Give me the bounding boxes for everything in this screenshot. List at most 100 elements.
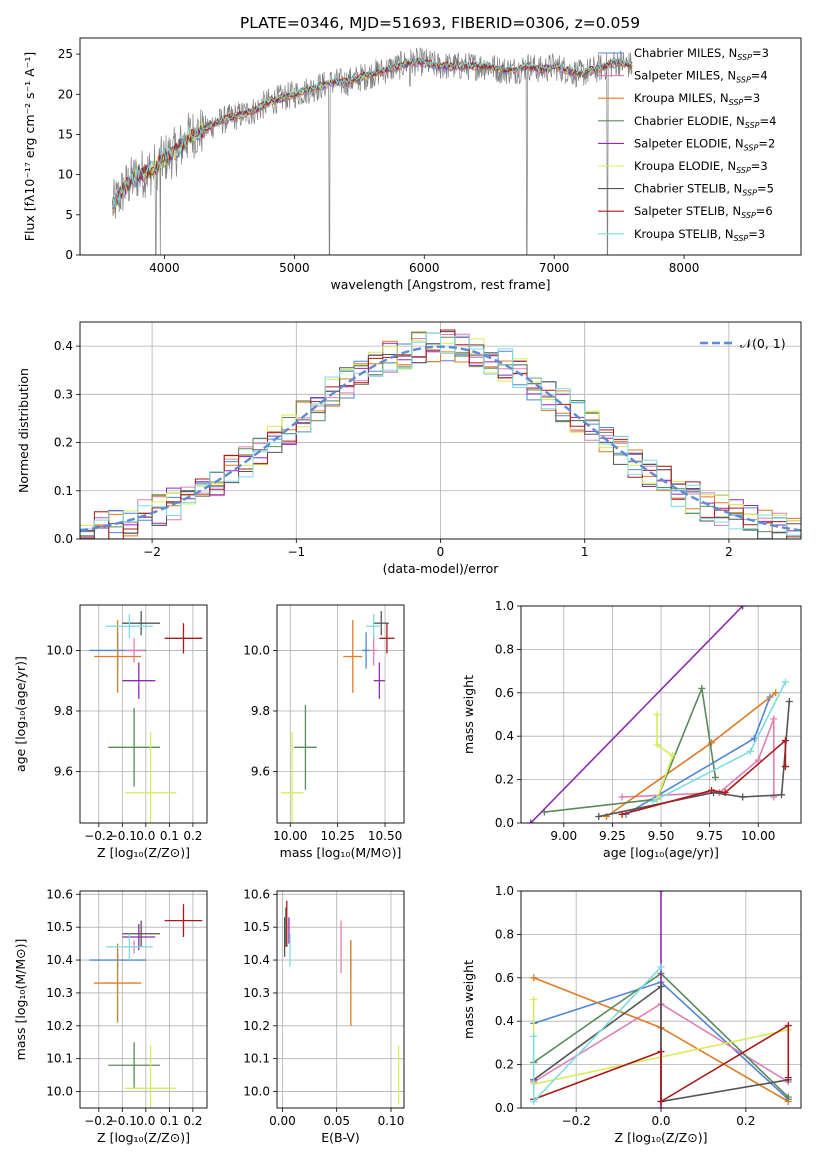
wZ-marker-kroupa_stelib [657, 963, 665, 971]
wAge-marker-chabrier_elodie [711, 773, 719, 781]
wAge-marker-salpeter_stelib [721, 789, 729, 797]
ageMass-ytick-label: 10.0 [243, 643, 270, 657]
wAge-line-salpeter_elodie [530, 606, 744, 823]
massEbv-ytick-label: 10.5 [243, 920, 270, 934]
spectrum-frame [79, 37, 802, 256]
massEbv-ytick-label: 10.3 [243, 986, 270, 1000]
wAge-axes: 9.00 9.25 9.50 9.75 10.00 0.0 0.2 0.4 0.6 0.8 1.0 a… [461, 599, 801, 860]
massZ-ytick-label: 10.4 [46, 953, 73, 967]
wAge-marker-salpeter_miles [618, 793, 626, 801]
spectrum-legend-label: Chabrier MILES, NSSP=3 [634, 46, 769, 62]
wAge-marker-salpeter_elodie [527, 819, 535, 823]
massEbv-ytick-label: 10.6 [243, 887, 270, 901]
ageMass-xtick-label: 10.50 [368, 829, 402, 843]
wZ-ytick-label: 0.2 [495, 1058, 514, 1072]
hist-frame [79, 321, 802, 540]
wAge-frame [520, 605, 802, 824]
hist-step-kroupa_miles [80, 331, 801, 539]
wAge-marker-salpeter_miles [770, 715, 778, 723]
wAge-marker-kroupa_stelib [649, 797, 657, 805]
ageZ-ytick-label: 10.0 [46, 643, 73, 657]
hist-ytick-label: 0.2 [54, 436, 73, 450]
massZ-xlabel: Z [log₁₀(Z/Z⊙)] [97, 1130, 190, 1145]
wAge-marker-salpeter_stelib [708, 786, 716, 794]
spectrum-legend: Chabrier MILES, NSSP=3 Salpeter MILES, NS… [598, 46, 776, 243]
wAge-xtick-label: 9.00 [550, 829, 577, 843]
wAge-lines [527, 606, 793, 823]
spectrum-xtick-label: 5000 [279, 261, 310, 275]
ageMass-points [280, 611, 395, 823]
wAge-ylabel: mass weight [461, 675, 476, 754]
ageMass-xtick-label: 10.25 [320, 829, 354, 843]
spectrum-xtick-label: 4000 [149, 261, 180, 275]
spectrum-legend-label: Chabrier ELODIE, NSSP=4 [634, 114, 776, 130]
massZ-xtick-label: 0.1 [160, 1114, 179, 1128]
ageZ-xtick-label: −0.2 [84, 829, 113, 843]
spectrum-ytick-label: 10 [58, 168, 73, 182]
wAge-marker-salpeter_stelib [618, 810, 626, 818]
spectrum-legend-label: Kroupa STELIB, NSSP=3 [634, 227, 765, 243]
ageZ-xlabel: Z [log₁₀(Z/Z⊙)] [97, 845, 190, 860]
wAge-marker-kroupa_elodie [669, 752, 677, 760]
spectrum-xtick-label: 8000 [669, 261, 700, 275]
wZ-marker-chabrier_elodie [784, 1093, 792, 1101]
hist-xlabel: (data-model)/error [383, 561, 500, 576]
wAge-line-salpeter_miles [622, 718, 775, 798]
massZ-ytick-label: 10.6 [46, 887, 73, 901]
spectrum-ytick-label: 15 [58, 127, 73, 141]
wZ-marker-salpeter_stelib [784, 1074, 792, 1082]
wAge-marker-chabrier_stelib [778, 791, 786, 799]
wAge-marker-salpeter_stelib [781, 737, 789, 745]
wZ-ytick-label: 0.6 [495, 971, 514, 985]
wZ-marker-salpeter_stelib [657, 1097, 665, 1105]
spectrum-ytick-label: 25 [58, 47, 73, 61]
spectrum-legend-label: Salpeter ELODIE, NSSP=2 [634, 136, 775, 152]
spectrum-lines [112, 47, 633, 255]
spectrum-model-kroupa_stelib [112, 56, 633, 213]
wAge-marker-kroupa_elodie [653, 741, 661, 749]
wAge-line-kroupa_elodie [656, 714, 674, 800]
wZ-ytick-label: 0.0 [495, 1101, 514, 1115]
wAge-line-chabrier_stelib [598, 701, 791, 818]
hist-ylabel: Normed distribution [16, 368, 31, 493]
wAge-marker-salpeter_miles [754, 756, 762, 764]
spectrum-legend-label: Chabrier STELIB, NSSP=5 [634, 182, 774, 198]
massEbv-xtick-label: 0.00 [269, 1114, 296, 1128]
ageZ-xtick-label: 0.0 [136, 829, 155, 843]
hist-xtick-label: −2 [143, 545, 161, 559]
wZ-marker-kroupa_miles [530, 974, 538, 982]
wZ-xlabel: Z [log₁₀(Z/Z⊙)] [615, 1130, 708, 1145]
spectrum-legend-label: Kroupa ELODIE, NSSP=3 [634, 159, 768, 175]
page-title: PLATE=0346, MJD=51693, FIBERID=0306, z=0… [240, 14, 640, 32]
ageZ-ytick-label: 9.6 [54, 765, 73, 779]
wAge-marker-chabrier_stelib [739, 793, 747, 801]
wAge-ytick-label: 0.6 [495, 686, 514, 700]
massEbv-ytick-label: 10.0 [243, 1085, 270, 1099]
wAge-xtick-label: 9.75 [696, 829, 723, 843]
massEbv-ytick-label: 10.2 [243, 1019, 270, 1033]
massEbv-xtick-label: 0.10 [378, 1114, 405, 1128]
spectrum-axes: 4000 5000 6000 7000 8000 0 5 10 15 20 25 wavelength… [22, 47, 699, 292]
hist-legend-label: 𝒩(0, 1) [740, 336, 786, 351]
wAge-ytick-label: 1.0 [495, 599, 514, 613]
ageZ-xtick-label: −0.1 [108, 829, 137, 843]
hist-ytick-label: 0.4 [54, 339, 73, 353]
massEbv-ytick-label: 10.4 [243, 953, 270, 967]
massEbv-xtick-label: 0.05 [323, 1114, 350, 1128]
spectrum-xtick-label: 7000 [539, 261, 570, 275]
massZ-frame [79, 890, 208, 1109]
wAge-ytick-label: 0.4 [495, 729, 514, 743]
wZ-lines [530, 891, 792, 1108]
hist-xtick-label: −1 [287, 545, 305, 559]
wAge-marker-chabrier_elodie [698, 684, 706, 692]
wAge-line-chabrier_elodie [544, 685, 717, 813]
wAge-xtick-label: 9.50 [648, 829, 675, 843]
wZ-xtick-label: −0.2 [562, 1114, 591, 1128]
ageMass-ytick-label: 9.8 [251, 704, 270, 718]
wAge-marker-chabrier_stelib [595, 812, 603, 820]
spectrum-xlabel: wavelength [Angstrom, rest frame] [330, 277, 550, 292]
hist-ytick-label: 0.3 [54, 387, 73, 401]
hist-xtick-label: 0 [437, 545, 445, 559]
massZ-axes: −0.2−0.1 0.0 0.1 0.2 10.0 10.1 10.2 10.3 10.4 10.… [13, 887, 207, 1145]
massEbv-xlabel: E(B-V) [321, 1130, 360, 1145]
